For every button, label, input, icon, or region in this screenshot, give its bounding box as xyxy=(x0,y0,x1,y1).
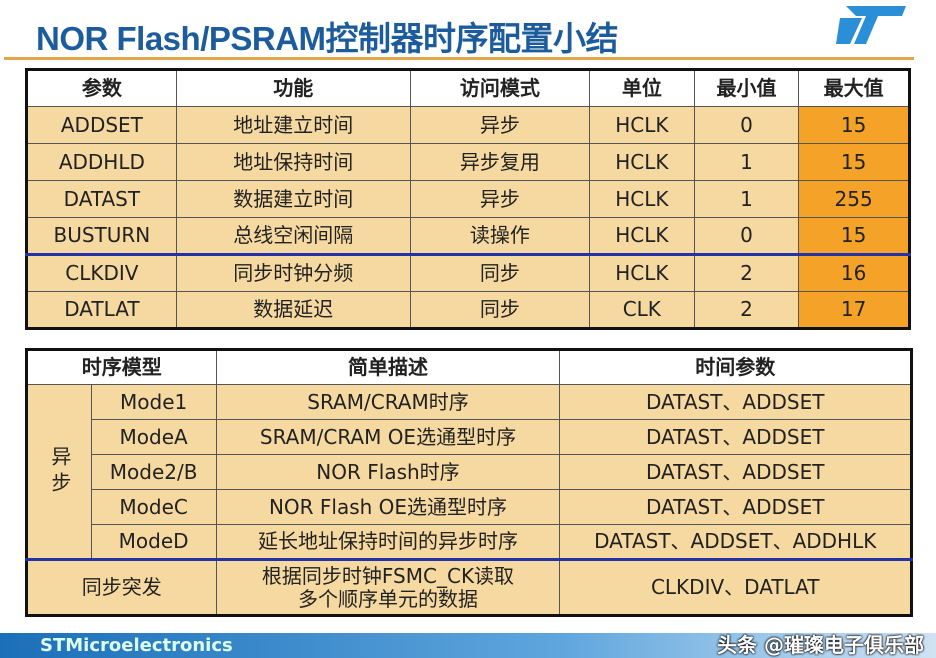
table-cell: HCLK xyxy=(588,180,695,218)
table-cell: DATAST、ADDSET xyxy=(559,384,912,420)
table-cell: ADDSET xyxy=(26,106,177,144)
async-label: 异步 xyxy=(26,384,92,561)
table-cell: 延长地址保持时间的异步时序 xyxy=(215,524,561,561)
st-logo xyxy=(836,6,906,44)
table-cell: 0 xyxy=(693,217,800,256)
header-cell: 简单描述 xyxy=(215,349,561,385)
table-cell: 数据建立时间 xyxy=(175,180,411,218)
table-cell: 255 xyxy=(798,180,910,218)
watermark: 头条 @璀璨电子俱乐部 xyxy=(717,633,924,657)
table-cell: ModeD xyxy=(90,524,217,561)
table-row: ADDHLD 地址保持时间 异步复用 HCLK 1 15 xyxy=(26,143,910,181)
table-cell: Mode1 xyxy=(90,384,217,420)
slide-title: NOR Flash/PSRAM控制器时序配置小结 xyxy=(36,20,619,57)
table-row: ADDSET 地址建立时间 异步 HCLK 0 15 xyxy=(26,106,910,144)
table-cell: ModeC xyxy=(90,489,217,525)
table-cell: DATAST、ADDSET xyxy=(559,489,912,525)
header-cell: 最小值 xyxy=(693,69,800,107)
table-cell: CLKDIV xyxy=(26,254,177,292)
table-row: CLKDIV 同步时钟分频 同步 HCLK 2 16 xyxy=(26,254,910,292)
header-cell: 时序模型 xyxy=(26,349,217,385)
table-cell: 同步 xyxy=(409,254,590,292)
table-cell: 异步 xyxy=(409,180,590,218)
sync-model-cell: 同步突发 xyxy=(26,559,217,616)
table-row: BUSTURN 总线空闲间隔 读操作 HCLK 0 15 xyxy=(26,217,910,256)
table-row: 同步突发 根据同步时钟FSMC_CK读取多个顺序单元的数据 CLKDIV、DATLA… xyxy=(26,559,912,616)
table-row: Mode2/B NOR Flash时序 DATAST、ADDSET xyxy=(27,454,912,490)
table-cell: 1 xyxy=(693,143,800,181)
table-cell: 地址保持时间 xyxy=(175,143,411,181)
table-cell: 1 xyxy=(693,180,800,218)
table-cell: CLK xyxy=(588,291,695,329)
table-cell: DATAST、ADDSET、ADDHLK xyxy=(559,524,912,561)
header-cell: 最大值 xyxy=(798,69,910,107)
table-cell: HCLK xyxy=(588,106,695,144)
table-cell: BUSTURN xyxy=(26,217,177,256)
table-cell: ModeA xyxy=(90,419,217,455)
table-cell: 2 xyxy=(693,291,800,329)
sync-params-cell: CLKDIV、DATLAT xyxy=(559,559,912,616)
table-cell: NOR Flash OE选通型时序 xyxy=(215,489,561,525)
footer-bar: STMicroelectronics xyxy=(0,633,936,658)
table-row: DATAST 数据建立时间 异步 HCLK 1 255 xyxy=(26,180,910,218)
table-cell: 读操作 xyxy=(409,217,590,256)
table-cell: 0 xyxy=(693,106,800,144)
table-row: ModeD 延长地址保持时间的异步时序 DATAST、ADDSET、ADDHLK xyxy=(27,524,912,561)
header-cell: 时间参数 xyxy=(559,349,912,385)
table-cell: 15 xyxy=(798,106,910,144)
table-cell: 15 xyxy=(798,217,910,256)
table-cell: DATAST、ADDSET xyxy=(559,419,912,455)
footer-text: STMicroelectronics xyxy=(40,635,233,656)
sync-desc-cell: 根据同步时钟FSMC_CK读取多个顺序单元的数据 xyxy=(215,559,561,616)
title-divider xyxy=(4,57,914,60)
table-cell: SRAM/CRAM时序 xyxy=(215,384,561,420)
header-cell: 访问模式 xyxy=(409,69,590,107)
table-cell: 同步 xyxy=(409,291,590,329)
table-cell: DATAST、ADDSET xyxy=(559,454,912,490)
table-cell: 异步 xyxy=(409,106,590,144)
table-cell: DATLAT xyxy=(26,291,177,329)
header-cell: 功能 xyxy=(175,69,411,107)
table-cell: SRAM/CRAM OE选通型时序 xyxy=(215,419,561,455)
table-row: ModeA SRAM/CRAM OE选通型时序 DATAST、ADDSET xyxy=(27,419,912,455)
table-cell: HCLK xyxy=(588,254,695,292)
table-cell: ADDHLD xyxy=(26,143,177,181)
header-cell: 单位 xyxy=(588,69,695,107)
table-cell: 17 xyxy=(798,291,910,329)
table-cell: DATAST xyxy=(26,180,177,218)
table-cell: NOR Flash时序 xyxy=(215,454,561,490)
table-cell: 地址建立时间 xyxy=(175,106,411,144)
table-cell: HCLK xyxy=(588,143,695,181)
table-cell: 异步复用 xyxy=(409,143,590,181)
timing-mode-table: 时序模型 简单描述 时间参数 异步 Mode1 SRAM/CRAM时序 DATAST、… xyxy=(25,348,913,617)
table-cell: 16 xyxy=(798,254,910,292)
timing-parameter-table: 参数 功能 访问模式 单位 最小值 最大值 ADDSET 地址建立时间 异步 HCLK 0 15 AD… xyxy=(25,68,911,330)
table-cell: Mode2/B xyxy=(90,454,217,490)
header-cell: 参数 xyxy=(26,69,177,107)
table-cell: 2 xyxy=(693,254,800,292)
table-row: DATLAT 数据延迟 同步 CLK 2 17 xyxy=(26,291,910,329)
table-cell: 数据延迟 xyxy=(175,291,411,329)
table-cell: 同步时钟分频 xyxy=(175,254,411,292)
table-row: 异步 Mode1 SRAM/CRAM时序 DATAST、ADDSET xyxy=(26,384,912,561)
table-cell: 15 xyxy=(798,143,910,181)
table-cell: HCLK xyxy=(588,217,695,256)
table-row: ModeC NOR Flash OE选通型时序 DATAST、ADDSET xyxy=(27,489,912,525)
table-cell: 总线空闲间隔 xyxy=(175,217,411,256)
